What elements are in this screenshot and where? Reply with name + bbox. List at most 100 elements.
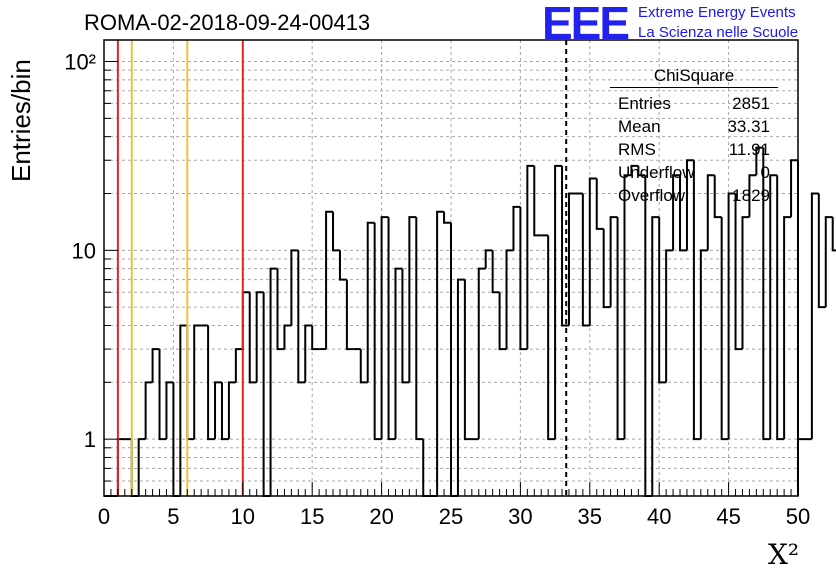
histogram-bin [373,222,382,441]
stat-value: 11.91 [728,140,770,159]
histogram-bin [672,174,681,251]
histogram-bin [345,279,354,351]
histogram-bin [685,159,694,251]
histogram-bin [179,324,188,496]
x-tick-label: 45 [716,504,740,529]
y-tick-label: 1 [84,427,96,452]
histogram-bin [692,160,701,441]
histogram-bin [443,211,451,224]
histogram-bin [214,381,222,440]
x-tick-label: 15 [300,504,324,529]
histogram-bin [713,175,722,219]
stat-row-mean: Mean 33.31 [610,115,778,138]
histogram-bin [581,193,590,327]
histogram-bin [706,174,715,251]
histogram-bin [463,279,472,441]
stat-value: 1829 [732,186,770,205]
histogram-bin [755,146,764,176]
histogram-bin [776,175,785,441]
histogram-bin [658,217,667,384]
histogram-bin [498,292,507,351]
histogram-bin [637,165,646,177]
histogram-bin [366,221,375,383]
histogram-bin [533,165,542,237]
histogram-bin [783,216,792,440]
histogram-bin [554,164,563,440]
stat-label: Underflow [618,163,695,182]
y-tick-label: 10 [72,238,96,263]
x-tick-label: 10 [231,504,255,529]
histogram-bin [547,235,556,441]
reference-lines [116,40,568,496]
stat-value: 0 [760,163,770,182]
histogram-bin [734,193,743,351]
histogram-bin [748,174,757,218]
histogram-bin [401,268,410,384]
x-tick-label: 5 [167,504,179,529]
stat-label: Overflow [618,186,686,205]
histogram-bin [248,292,257,384]
axis-ticks: 0 5 10 15 20 25 30 35 40 45 50 1 10 10² [64,50,810,529]
histogram-bin [137,438,146,496]
histogram-bin [679,175,687,252]
histogram-bin [720,217,729,441]
histogram-bin [769,174,778,440]
histogram-bin [602,228,611,309]
histogram-bars [104,146,836,497]
histogram-bin [394,267,403,440]
y-axis-label: Entries/bin [6,59,36,182]
chart-title: ROMA-02-2018-09-24-00413 [84,10,371,35]
x-tick-label: 25 [439,504,463,529]
histogram-bin [456,278,465,496]
histogram-bin [193,324,202,440]
histogram-bin [220,382,229,441]
stat-row-rms: RMS 11.91 [610,138,778,161]
histogram-bin [380,216,389,440]
stat-label: Entries [618,94,671,113]
histogram-bin [276,268,285,351]
stat-row-underflow: Underflow 0 [610,161,778,184]
histogram-bin [241,291,250,350]
histogram-bin [595,178,604,230]
stat-row-entries: Entries 2851 [610,92,778,115]
histogram-bin [567,192,576,326]
histogram-bin [325,210,334,350]
histogram-bin [651,216,660,496]
x-tick-label: 30 [508,504,532,529]
stat-label: Mean [618,117,661,136]
histogram-bin [477,267,486,440]
histogram-bin [630,164,639,176]
histogram-bin [408,216,417,383]
histogram-bin [817,193,826,309]
histogram-bin [623,174,632,440]
histogram-bin [665,249,674,383]
histogram-bin [269,267,278,496]
histogram-bin [810,192,819,440]
histogram-bin [519,206,528,351]
stats-box: ChiSquare Entries 2851 Mean 33.31 RMS 11… [610,66,778,207]
histogram-bin [588,177,597,326]
histogram-bin [526,164,535,350]
x-axis-label: X² [768,538,800,571]
y-tick-label: 10² [64,50,96,75]
histogram-bin [304,324,313,383]
histogram-bin [144,381,153,440]
logo-line-2: La Scienza nelle Scuole [638,24,799,41]
histogram-bin [387,217,396,441]
histogram-bin [609,216,618,308]
x-tick-label: 50 [786,504,810,529]
histogram-bin [727,192,736,440]
histogram-bin [790,159,798,218]
histogram-bin [165,381,174,440]
histogram-bin [338,250,347,281]
histogram-bin [561,165,569,327]
histogram-bin [512,205,521,251]
histogram-bin [484,249,493,269]
histogram-bin [762,147,771,441]
histogram-bin [283,324,292,350]
histogram-bin [262,292,271,497]
histogram-bin [158,349,167,441]
histogram-bin [505,249,514,350]
logo-line-1: Extreme Energy Events [638,4,796,21]
